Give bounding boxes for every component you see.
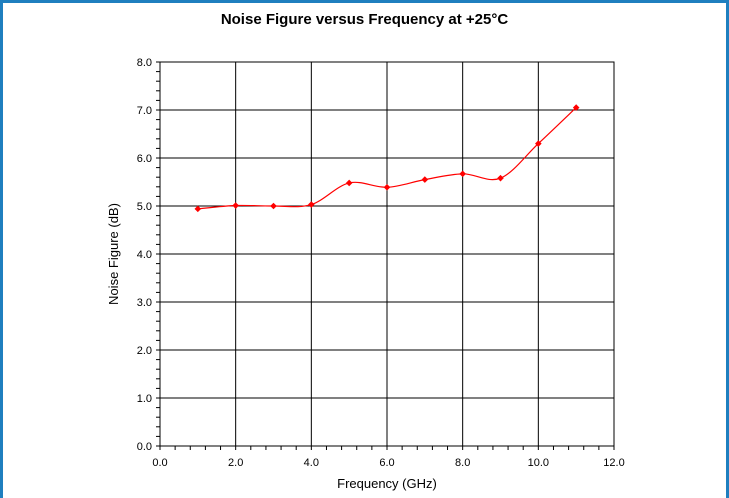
data-point-marker bbox=[421, 176, 429, 183]
y-tick-label: 4.0 bbox=[137, 249, 152, 261]
y-tick-label: 1.0 bbox=[137, 393, 152, 405]
ticks bbox=[156, 61, 615, 450]
x-tick-label: 12.0 bbox=[603, 457, 624, 469]
series-group bbox=[194, 104, 580, 213]
y-axis-label: Noise Figure (dB) bbox=[106, 203, 121, 305]
x-tick-label: 4.0 bbox=[304, 457, 319, 469]
x-tick-label: 10.0 bbox=[528, 457, 549, 469]
y-tick-label: 5.0 bbox=[137, 201, 152, 213]
y-tick-label: 2.0 bbox=[137, 345, 152, 357]
chart-title: Noise Figure versus Frequency at +25°C bbox=[220, 11, 509, 28]
x-tick-label: 6.0 bbox=[379, 457, 394, 469]
data-point-marker bbox=[194, 205, 202, 213]
y-tick-label: 6.0 bbox=[137, 153, 152, 165]
data-point-marker bbox=[535, 140, 542, 147]
data-point-marker bbox=[232, 202, 239, 209]
y-tick-label: 7.0 bbox=[137, 105, 152, 117]
x-tick-label: 0.0 bbox=[152, 457, 167, 469]
x-tick-label: 8.0 bbox=[455, 457, 470, 469]
data-point-marker bbox=[572, 104, 580, 111]
x-tick-label: 2.0 bbox=[228, 457, 243, 469]
tick-labels: 0.0 2.0 4.0 6.0 8.0 10.0 12.0 0.0 1.0 2.0 3.0 4.0 5.… bbox=[137, 57, 625, 469]
grid bbox=[159, 61, 615, 447]
data-point-marker bbox=[270, 202, 277, 210]
data-point-marker bbox=[459, 170, 466, 178]
data-point-marker bbox=[497, 174, 504, 182]
y-tick-label: 8.0 bbox=[137, 57, 152, 69]
y-tick-label: 0.0 bbox=[137, 441, 152, 453]
x-axis-label: Frequency (GHz) bbox=[337, 476, 437, 491]
y-tick-label: 3.0 bbox=[137, 297, 152, 309]
data-point-marker bbox=[345, 179, 353, 187]
data-point-marker bbox=[383, 183, 391, 191]
data-point-marker bbox=[308, 201, 315, 208]
